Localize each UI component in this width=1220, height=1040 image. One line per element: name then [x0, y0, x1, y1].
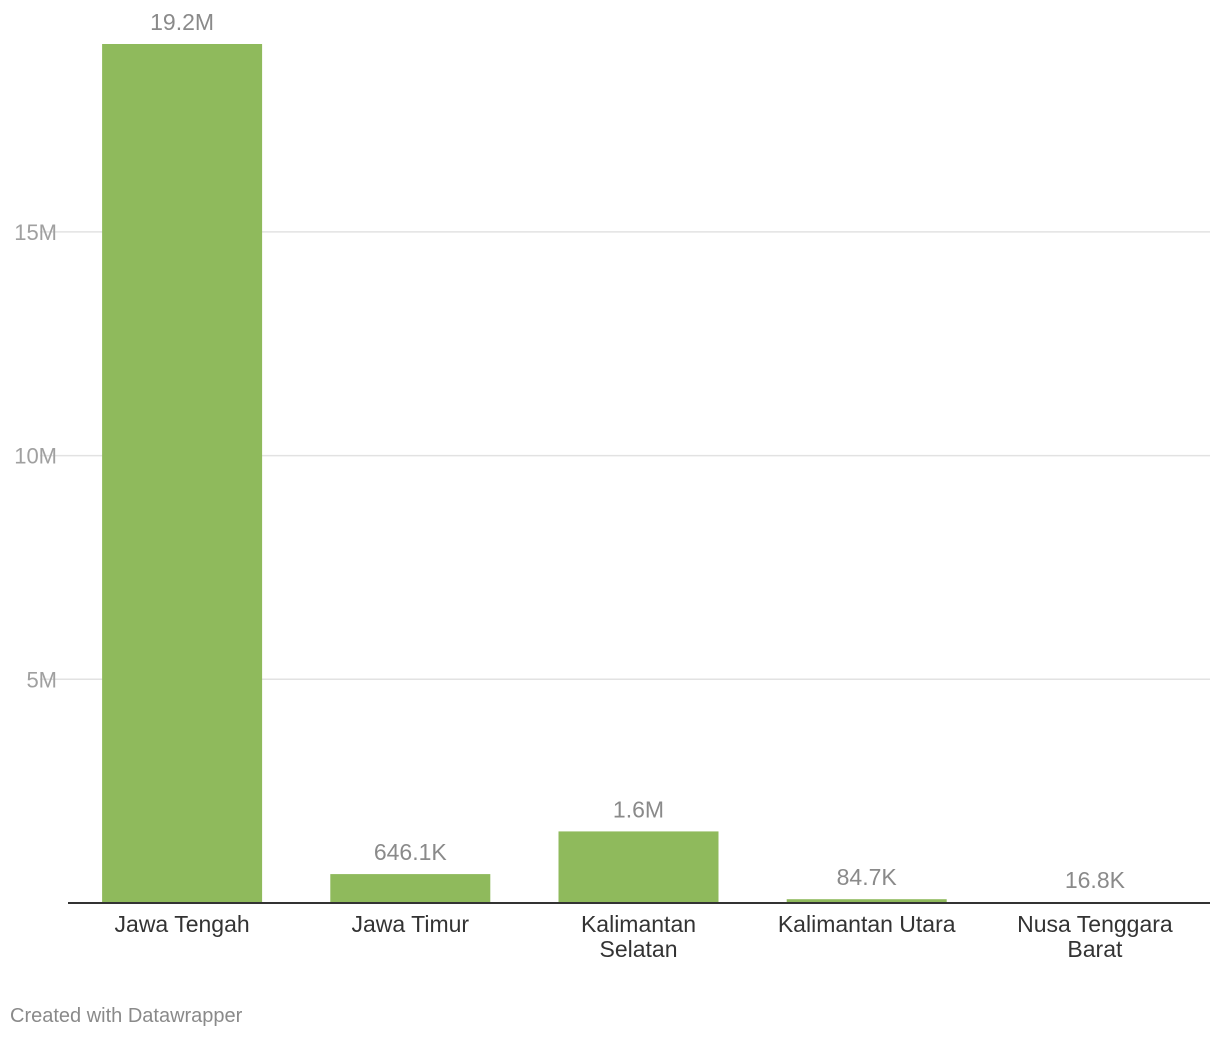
datawrapper-credit[interactable]: Created with Datawrapper: [10, 1005, 243, 1027]
data-label-4: 84.7K: [837, 864, 898, 890]
bar-3: [558, 831, 719, 903]
y-tick-label: 15M: [14, 220, 57, 245]
bar-1: [102, 44, 263, 903]
category-label-3: Kalimantan: [581, 911, 696, 937]
data-label-1: 19.2M: [150, 9, 214, 35]
category-label-4: Kalimantan Utara: [778, 911, 956, 937]
category-label-2: Jawa Timur: [352, 911, 470, 937]
data-labels: 19.2M 646.1K 1.6M 84.7K 16.8K: [150, 9, 1125, 893]
category-label-5: Nusa Tenggara: [1017, 911, 1173, 937]
bar-2: [330, 874, 491, 903]
bars: [102, 44, 1175, 903]
bar-chart: 5M 10M 15M 19.2M 646.1K 1.6M 84.7K 16.8K Jawa …: [14, 9, 1210, 962]
data-label-3: 1.6M: [613, 796, 664, 822]
data-label-2: 646.1K: [374, 839, 448, 865]
data-label-5: 16.8K: [1065, 867, 1126, 893]
y-tick-label: 10M: [14, 444, 57, 469]
category-label-3: Selatan: [599, 936, 677, 962]
y-axis-tick-labels: 5M 10M 15M: [14, 220, 57, 692]
category-label-1: Jawa Tengah: [115, 911, 250, 937]
bar-4: [786, 899, 947, 903]
y-tick-label: 5M: [26, 667, 57, 692]
category-label-5: Barat: [1067, 936, 1123, 962]
